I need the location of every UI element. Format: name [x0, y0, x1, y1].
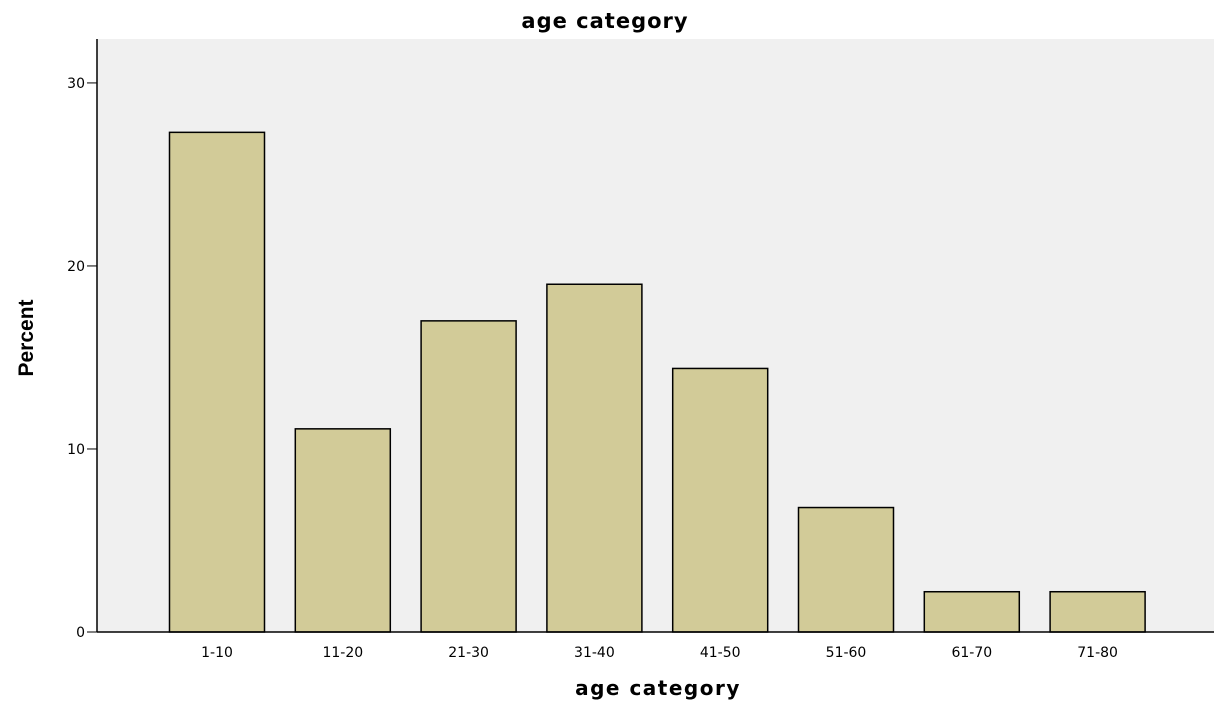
bar-1-10: [168, 131, 266, 633]
y-tick-label: 10: [67, 442, 85, 458]
y-tick-label: 30: [67, 76, 85, 92]
bar-21-30: [420, 320, 517, 633]
bar-11-20: [294, 428, 392, 633]
y-axis-label: Percent: [15, 299, 38, 376]
y-tick-label: 20: [67, 259, 85, 275]
chart-title: age category: [521, 9, 688, 33]
x-tick-label: 71-80: [1077, 645, 1118, 661]
x-tick-label: 21-30: [448, 645, 489, 661]
y-tick-label: 0: [76, 625, 85, 641]
x-tick-label: 51-60: [826, 645, 867, 661]
bar-71-80: [1049, 590, 1146, 633]
x-tick-label: 1-10: [201, 645, 233, 661]
bar-31-40: [546, 283, 643, 633]
x-tick-label: 41-50: [700, 645, 741, 661]
plot-area: [97, 39, 1214, 632]
bar-41-50: [671, 367, 769, 633]
x-tick-label: 11-20: [322, 645, 363, 661]
x-tick-label: 31-40: [574, 645, 615, 661]
x-axis-label: age category: [575, 676, 741, 700]
bar-61-70: [923, 590, 1021, 633]
bar-51-60: [797, 506, 895, 633]
x-tick-label: 61-70: [951, 645, 992, 661]
